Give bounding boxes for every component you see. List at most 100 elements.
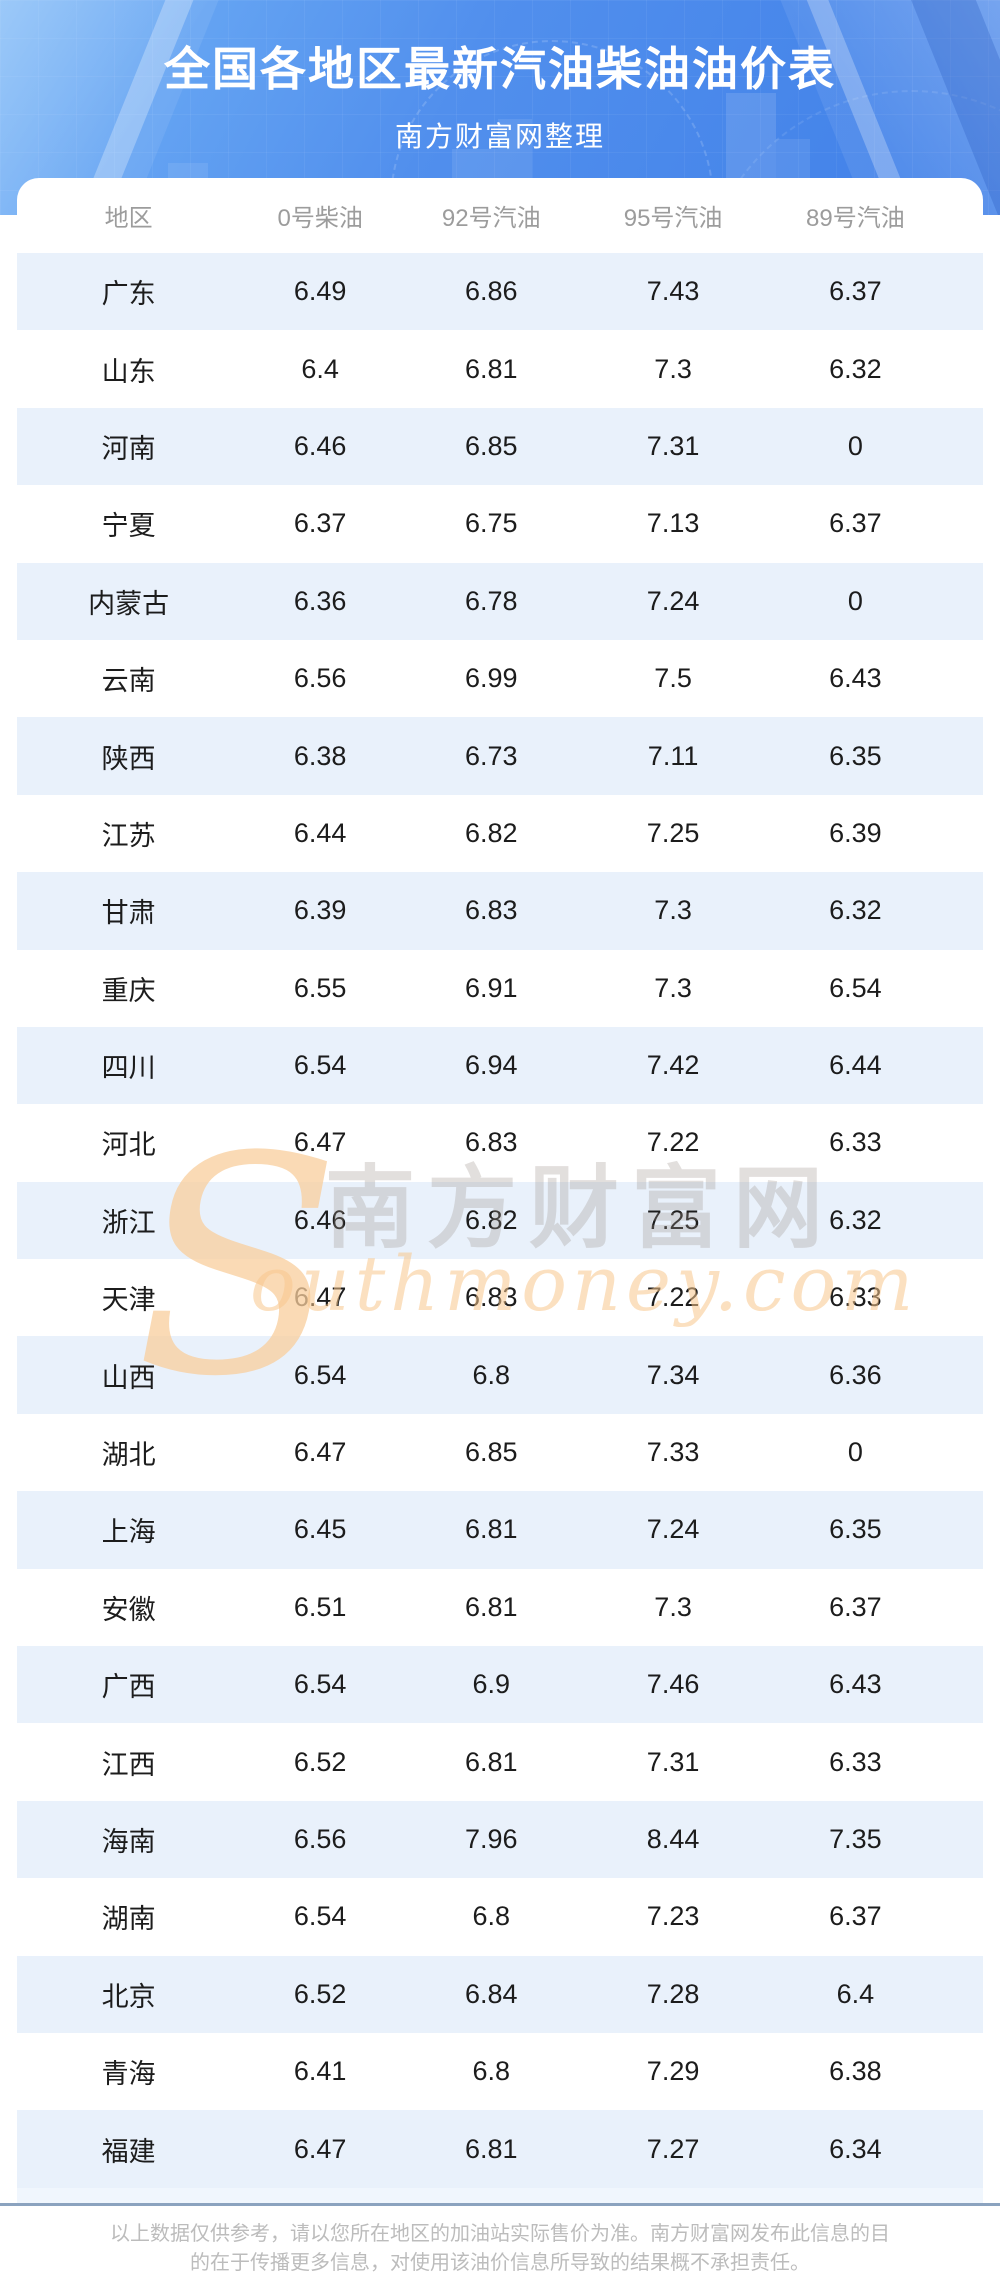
gas95-price-cell: 7.24 — [646, 585, 700, 616]
gas89-price-cell: 6.43 — [829, 1669, 882, 1700]
gas92-price-cell: 6.82 — [464, 1204, 518, 1235]
diesel0-price-cell: 6.38 — [293, 740, 347, 771]
gas92-price-cell: 6.81 — [464, 1514, 518, 1545]
table-body: 广东 6.49 6.86 7.43 6.37 山东 6.4 6.81 7.3 6… — [17, 253, 983, 2188]
region-cell: 湖南 — [101, 1904, 156, 1935]
gas92-price-cell: 6.94 — [464, 1050, 518, 1081]
gas95-price-cell: 7.29 — [646, 2056, 700, 2087]
gas92-price-cell: 6.99 — [464, 663, 518, 694]
region-cell: 甘肃 — [101, 898, 156, 929]
region-cell: 浙江 — [101, 1207, 156, 1238]
gas89-price-cell: 6.37 — [829, 276, 882, 307]
table-row: 内蒙古 6.36 6.78 7.24 0 — [17, 562, 983, 640]
gas95-price-cell: 7.25 — [646, 1204, 700, 1235]
gas95-price-cell: 7.3 — [654, 1591, 692, 1622]
divider-line — [0, 2202, 1000, 2206]
gas89-price-cell: 6.44 — [829, 1050, 882, 1081]
gas95-price-cell: 7.31 — [646, 1746, 700, 1777]
table-bottom-padding — [17, 2187, 983, 2203]
gas95-price-cell: 7.3 — [654, 972, 692, 1003]
gas95-price-cell: 7.28 — [646, 1978, 700, 2009]
gas89-price-cell: 6.39 — [829, 817, 882, 848]
column-header: 地区 — [104, 205, 153, 232]
region-cell: 安徽 — [101, 1594, 156, 1625]
diesel0-price-cell: 6.51 — [293, 1591, 347, 1622]
disclaimer-footer: 以上数据仅供参考，请以您所在地区的加油站实际售价为准。南方财富网发布此信息的目 … — [0, 2206, 1000, 2278]
gas95-price-cell: 7.33 — [646, 1437, 700, 1468]
table-row: 甘肃 6.39 6.83 7.3 6.32 — [17, 872, 983, 950]
table-row: 云南 6.56 6.99 7.5 6.43 — [17, 640, 983, 717]
diesel0-price-cell: 6.37 — [293, 508, 347, 539]
diesel0-price-cell: 6.54 — [293, 1050, 347, 1081]
region-cell: 陕西 — [101, 743, 156, 774]
gas92-price-cell: 6.78 — [464, 585, 518, 616]
region-cell: 湖北 — [101, 1440, 156, 1471]
gas92-price-cell: 6.81 — [464, 2133, 518, 2164]
region-cell: 福建 — [101, 2136, 156, 2167]
gas95-price-cell: 7.31 — [646, 430, 700, 461]
gas92-price-cell: 6.83 — [464, 1282, 518, 1313]
diesel0-price-cell: 6.54 — [293, 1669, 347, 1700]
table-row: 山西 6.54 6.8 7.34 6.36 — [17, 1336, 983, 1414]
gas95-price-cell: 7.46 — [646, 1669, 700, 1700]
gas92-price-cell: 6.8 — [472, 1359, 511, 1390]
region-cell: 四川 — [101, 1053, 156, 1084]
diesel0-price-cell: 6.39 — [293, 895, 347, 926]
region-cell: 广西 — [101, 1672, 156, 1703]
table-row: 安徽 6.51 6.81 7.3 6.37 — [17, 1569, 983, 1646]
gas89-price-cell: 6.33 — [829, 1127, 882, 1158]
diesel0-price-cell: 6.44 — [293, 817, 347, 848]
table-header-row: 地区 0号柴油 92号汽油 95号汽油 89号汽油 — [17, 178, 983, 253]
gas89-price-cell: 6.35 — [829, 740, 882, 771]
gas95-price-cell: 7.5 — [654, 663, 692, 694]
diesel0-price-cell: 6.52 — [293, 1746, 347, 1777]
gas89-price-cell: 6.32 — [829, 1204, 882, 1235]
region-cell: 江西 — [101, 1749, 156, 1780]
gas89-price-cell: 6.32 — [829, 353, 882, 384]
region-cell: 山东 — [101, 356, 156, 387]
diesel0-price-cell: 6.52 — [293, 1978, 347, 2009]
gas89-price-cell: 6.43 — [829, 663, 882, 694]
table-row: 陕西 6.38 6.73 7.11 6.35 — [17, 717, 983, 795]
column-header: 0号柴油 — [277, 205, 363, 232]
table-row: 河南 6.46 6.85 7.31 0 — [17, 407, 983, 486]
diesel0-price-cell: 6.54 — [293, 1901, 347, 1932]
diesel0-price-cell: 6.54 — [293, 1359, 347, 1390]
diesel0-price-cell: 6.46 — [293, 430, 347, 461]
gas92-price-cell: 6.81 — [464, 1591, 518, 1622]
table-row: 湖北 6.47 6.85 7.33 0 — [17, 1414, 983, 1491]
gas95-price-cell: 7.34 — [646, 1359, 700, 1390]
region-cell: 宁夏 — [101, 511, 156, 542]
gas92-price-cell: 6.73 — [464, 740, 518, 771]
region-cell: 青海 — [101, 2059, 156, 2090]
region-cell: 海南 — [101, 1827, 156, 1857]
table-row: 广西 6.54 6.9 7.46 6.43 — [17, 1646, 983, 1724]
table-row: 河北 6.47 6.83 7.22 6.33 — [17, 1104, 983, 1181]
table-row: 北京 6.52 6.84 7.28 6.4 — [17, 1955, 983, 2033]
diesel0-price-cell: 6.47 — [293, 1282, 347, 1313]
gas89-price-cell: 6.37 — [829, 1901, 882, 1932]
gas92-price-cell: 6.85 — [464, 1437, 518, 1468]
gas89-price-cell: 6.36 — [829, 1359, 882, 1390]
diesel0-price-cell: 6.55 — [293, 972, 347, 1003]
gas92-price-cell: 6.82 — [464, 817, 518, 848]
table-row: 湖南 6.54 6.8 7.23 6.37 — [17, 1878, 983, 1955]
region-cell: 云南 — [101, 666, 156, 697]
region-cell: 重庆 — [101, 975, 156, 1006]
table-row: 宁夏 6.37 6.75 7.13 6.37 — [17, 485, 983, 562]
gas92-price-cell: 6.81 — [464, 1746, 518, 1777]
diesel0-price-cell: 6.56 — [293, 663, 347, 694]
table-row: 广东 6.49 6.86 7.43 6.37 — [17, 253, 983, 331]
diesel0-price-cell: 6.45 — [293, 1514, 347, 1545]
table-row: 四川 6.54 6.94 7.42 6.44 — [17, 1026, 983, 1105]
gas89-price-cell: 6.32 — [829, 895, 882, 926]
diesel0-price-cell: 6.47 — [293, 2133, 347, 2164]
gas92-price-cell: 6.86 — [464, 276, 518, 307]
diesel0-price-cell: 6.49 — [293, 276, 347, 307]
page-title: 全国各地区最新汽油柴油油价表 — [164, 43, 836, 95]
table-row: 青海 6.41 6.8 7.29 6.38 — [17, 2033, 983, 2110]
gas92-price-cell: 6.83 — [464, 1127, 518, 1158]
gas92-price-cell: 7.96 — [464, 1824, 518, 1854]
gas92-price-cell: 6.81 — [464, 353, 518, 384]
gas92-price-cell: 6.91 — [464, 972, 518, 1003]
